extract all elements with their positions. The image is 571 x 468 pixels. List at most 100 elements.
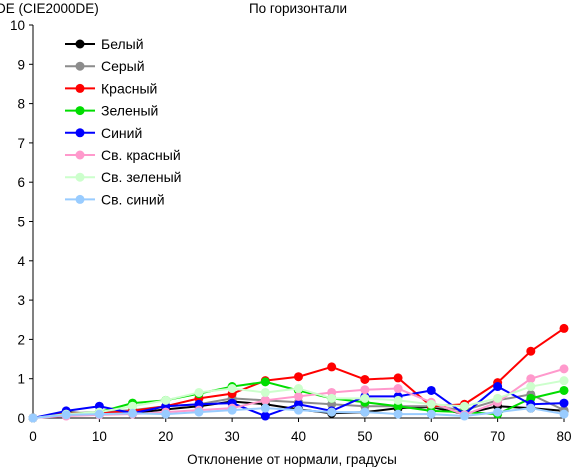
legend-item: Св. зеленый: [65, 169, 181, 185]
data-point: [294, 372, 303, 382]
data-point: [559, 385, 569, 395]
data-point: [559, 398, 569, 408]
data-point: [294, 405, 303, 415]
y-tick-label: 9: [17, 57, 25, 72]
legend-swatch-marker: [75, 106, 85, 116]
legend-label: Св. синий: [101, 191, 165, 207]
x-tick-label: 20: [158, 429, 173, 444]
legend-label: Белый: [101, 36, 144, 52]
x-tick-label: 60: [424, 429, 439, 444]
legend-label: Зеленый: [101, 103, 158, 119]
legend-item: Красный: [65, 80, 157, 96]
y-tick-label: 2: [17, 332, 25, 347]
data-point: [459, 411, 469, 421]
x-ticks: 0 10 20 30 40 50 60 70 80: [29, 418, 571, 444]
data-point: [426, 385, 436, 395]
series-layer: [28, 323, 569, 423]
legend-label: Св. зеленый: [101, 169, 181, 185]
data-point: [360, 407, 370, 417]
data-point: [327, 393, 337, 403]
data-point: [94, 409, 104, 419]
x-tick-label: 10: [92, 429, 107, 444]
legend-item: Серый: [65, 58, 145, 74]
legend-swatch-marker: [75, 150, 85, 160]
x-tick-label: 70: [490, 429, 505, 444]
data-point: [526, 403, 536, 413]
data-point: [128, 401, 138, 411]
legend-label: Св. красный: [101, 147, 181, 163]
data-point: [360, 385, 370, 395]
data-point: [260, 387, 270, 397]
legend-swatch-marker: [75, 83, 85, 93]
data-point: [260, 377, 270, 387]
legend-item: Св. синий: [65, 191, 165, 207]
legend-swatch-marker: [75, 172, 85, 182]
data-point: [28, 413, 38, 423]
legend-label: Синий: [101, 125, 142, 141]
series-7: [28, 376, 569, 423]
data-point: [360, 393, 370, 403]
legend-swatch-marker: [75, 61, 85, 71]
y-ticks: 0 1 2 3 4 5 6 7 8 9 10: [10, 18, 33, 426]
series-8: [28, 403, 569, 423]
data-point: [360, 374, 370, 384]
y-tick-label: 8: [17, 97, 25, 112]
data-point: [260, 403, 270, 413]
data-point: [526, 374, 536, 384]
data-point: [260, 411, 270, 421]
y-tick-label: 10: [10, 18, 25, 33]
legend-label: Красный: [101, 80, 157, 96]
y-tick-label: 1: [17, 372, 25, 387]
data-point: [493, 407, 503, 417]
data-point: [393, 384, 403, 394]
x-tick-label: 80: [556, 429, 571, 444]
legend-swatch-marker: [75, 194, 85, 204]
data-point: [526, 346, 536, 356]
data-point: [327, 362, 337, 372]
y-tick-label: 4: [17, 254, 25, 269]
data-point: [493, 393, 503, 403]
legend-label: Серый: [101, 58, 145, 74]
data-point: [227, 384, 237, 394]
data-point: [161, 395, 171, 405]
data-point: [194, 407, 204, 417]
data-point: [260, 395, 270, 405]
data-point: [294, 391, 303, 401]
y-tick-label: 7: [17, 136, 25, 151]
x-axis-label: Отклонение от нормали, градусы: [187, 452, 397, 467]
y-axis-label: DE (CIE2000DE): [0, 1, 99, 16]
data-point: [128, 408, 138, 418]
data-point: [559, 364, 569, 374]
data-point: [393, 395, 403, 405]
data-point: [559, 409, 569, 419]
x-tick-label: 0: [29, 429, 37, 444]
data-point: [393, 409, 403, 419]
data-point: [459, 401, 469, 411]
data-point: [393, 373, 403, 383]
data-point: [227, 405, 237, 415]
legend-item: Зеленый: [65, 103, 158, 119]
legend-item: Белый: [65, 36, 144, 52]
y-tick-label: 0: [17, 411, 25, 426]
x-tick-label: 50: [357, 429, 372, 444]
legend-swatch-marker: [75, 128, 85, 138]
data-point: [426, 409, 436, 419]
y-tick-label: 6: [17, 175, 25, 190]
data-point: [294, 384, 303, 394]
legend: Белый Серый Красный Зеленый Синий Св. красный…: [65, 36, 181, 207]
data-point: [161, 409, 171, 419]
data-point: [559, 376, 569, 386]
x-tick-label: 30: [225, 429, 240, 444]
legend-item: Синий: [65, 125, 142, 141]
legend-swatch-marker: [75, 39, 85, 49]
data-point: [493, 382, 503, 392]
x-tick-label: 40: [291, 429, 306, 444]
legend-item: Св. красный: [65, 147, 181, 163]
data-point: [61, 410, 71, 420]
data-point: [426, 399, 436, 409]
data-point: [327, 407, 337, 417]
data-point: [194, 387, 204, 397]
y-tick-label: 5: [17, 215, 25, 230]
data-point: [526, 382, 536, 392]
